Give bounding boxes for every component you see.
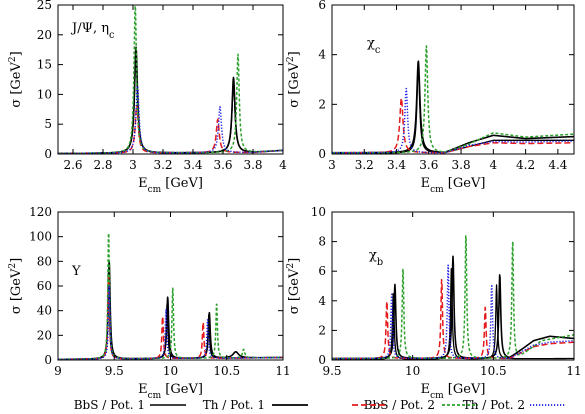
axes-frame <box>331 211 575 361</box>
y-tick-label: 0 <box>318 353 326 367</box>
y-tick-label: 8 <box>318 235 326 249</box>
panel-2: 3 3.2 3.4 3.6 3.8 4 4.2 4.4 0 2 4 6 Ecm [GeV] σ [GeV2… <box>286 0 575 195</box>
series-line-bbs2 <box>58 104 283 154</box>
x-tick-label: 11 <box>566 364 581 378</box>
series-line-bbs1 <box>332 65 574 154</box>
series-line-th1 <box>332 60 574 154</box>
panel-annotation: J/Ψ, ηc <box>70 21 115 41</box>
axes-frame <box>331 4 575 155</box>
x-tick-label: 3.2 <box>153 158 172 172</box>
x-tick-label: 11 <box>275 364 290 378</box>
x-axis-label: Ecm [GeV] <box>421 382 486 401</box>
series-line-th2 <box>58 232 283 360</box>
x-tick-label: 9.5 <box>105 364 124 378</box>
y-tick-label: 100 <box>29 230 52 244</box>
y-tick-label: 15 <box>37 58 52 72</box>
y-tick-label: 20 <box>37 328 52 342</box>
panel-annotation: Υ <box>71 264 81 279</box>
y-tick-label: 2 <box>318 323 326 337</box>
x-tick-label: 4 <box>279 158 287 172</box>
legend-label: BbS / Pot. 1 <box>74 398 145 412</box>
y-axis-label: σ [GeV2] <box>286 258 302 314</box>
y-tick-label: 80 <box>37 254 52 268</box>
series-line-th2 <box>332 235 574 360</box>
x-axis-label: Ecm [GeV] <box>138 176 203 195</box>
legend: BbS / Pot. 1 Th / Pot. 1 BbS / Pot. 2 Th / … <box>74 398 565 412</box>
x-tick-label: 3.8 <box>243 158 262 172</box>
y-tick-label: 60 <box>37 279 52 293</box>
x-tick-label: 3 <box>129 158 137 172</box>
x-tick-label: 4.2 <box>516 158 535 172</box>
y-tick-label: 40 <box>37 304 52 318</box>
series-group <box>58 232 283 360</box>
y-tick-label: 10 <box>37 87 52 101</box>
x-axis-label: Ecm [GeV] <box>138 382 203 401</box>
x-tick-label: 3.8 <box>452 158 471 172</box>
series-line-dot <box>332 264 574 360</box>
x-tick-label: 10.5 <box>480 364 507 378</box>
x-tick-label: 10 <box>163 364 178 378</box>
y-tick-label: 6 <box>318 0 326 12</box>
series-group <box>332 235 574 360</box>
y-tick-label: 6 <box>318 264 326 278</box>
x-tick-label: 3.4 <box>387 158 406 172</box>
x-tick-label: 4 <box>490 158 498 172</box>
x-tick-label: 2.8 <box>93 158 112 172</box>
legend-label: Th / Pot. 2 <box>463 398 525 412</box>
series-line-dot <box>58 85 283 154</box>
legend-label: Th / Pot. 1 <box>203 398 265 412</box>
x-tick-label: 4.4 <box>548 158 567 172</box>
y-tick-label: 120 <box>29 205 52 219</box>
x-tick-label: 2.6 <box>63 158 82 172</box>
y-tick-label: 2 <box>318 97 326 111</box>
y-tick-label: 20 <box>37 28 52 42</box>
axes-frame <box>57 211 284 361</box>
x-tick-label: 9.5 <box>322 364 341 378</box>
x-tick-label: 3.6 <box>213 158 232 172</box>
y-tick-label: 25 <box>37 0 52 12</box>
panel-annotation: χc <box>367 36 381 56</box>
series-line-th1 <box>58 46 283 154</box>
series-line-th1 <box>58 260 283 360</box>
axes-frame <box>57 4 284 155</box>
x-axis-label: Ecm [GeV] <box>421 176 486 195</box>
series-line-th2 <box>58 5 283 154</box>
y-axis-label: σ [GeV2] <box>8 258 24 314</box>
series-group <box>58 5 283 154</box>
y-tick-label: 0 <box>318 147 326 161</box>
y-tick-label: 10 <box>311 205 326 219</box>
series-line-bbs1 <box>58 51 283 154</box>
y-tick-label: 5 <box>44 117 52 131</box>
series-line-bbs1 <box>332 267 574 360</box>
y-axis-label: σ [GeV2] <box>8 51 24 107</box>
x-tick-label: 10 <box>405 364 420 378</box>
legend-label: BbS / Pot. 2 <box>364 398 435 412</box>
x-tick-label: 3.2 <box>355 158 374 172</box>
series-line-th2 <box>332 45 574 154</box>
series-group <box>332 45 574 154</box>
x-tick-label: 9 <box>54 364 62 378</box>
y-tick-label: 0 <box>44 147 52 161</box>
panel-annotation: χb <box>369 248 383 268</box>
y-tick-label: 4 <box>318 294 326 308</box>
y-tick-label: 0 <box>44 353 52 367</box>
x-tick-label: 3 <box>328 158 336 172</box>
y-tick-label: 4 <box>318 48 326 62</box>
x-tick-label: 3.4 <box>183 158 202 172</box>
x-tick-label: 3.6 <box>419 158 438 172</box>
panel-1: 2.6 2.8 3 3.2 3.4 3.6 3.8 4 0 5 10 15 20 25 Ecm [GeV] σ… <box>8 0 287 195</box>
series-line-bbs2 <box>332 97 574 154</box>
y-axis-label: σ [GeV2] <box>286 51 302 107</box>
panel-3: 9 9.5 10 10.5 11 0 20 40 60 80 100 120 Ecm [GeV] σ [G… <box>8 205 291 401</box>
x-tick-label: 10.5 <box>213 364 240 378</box>
